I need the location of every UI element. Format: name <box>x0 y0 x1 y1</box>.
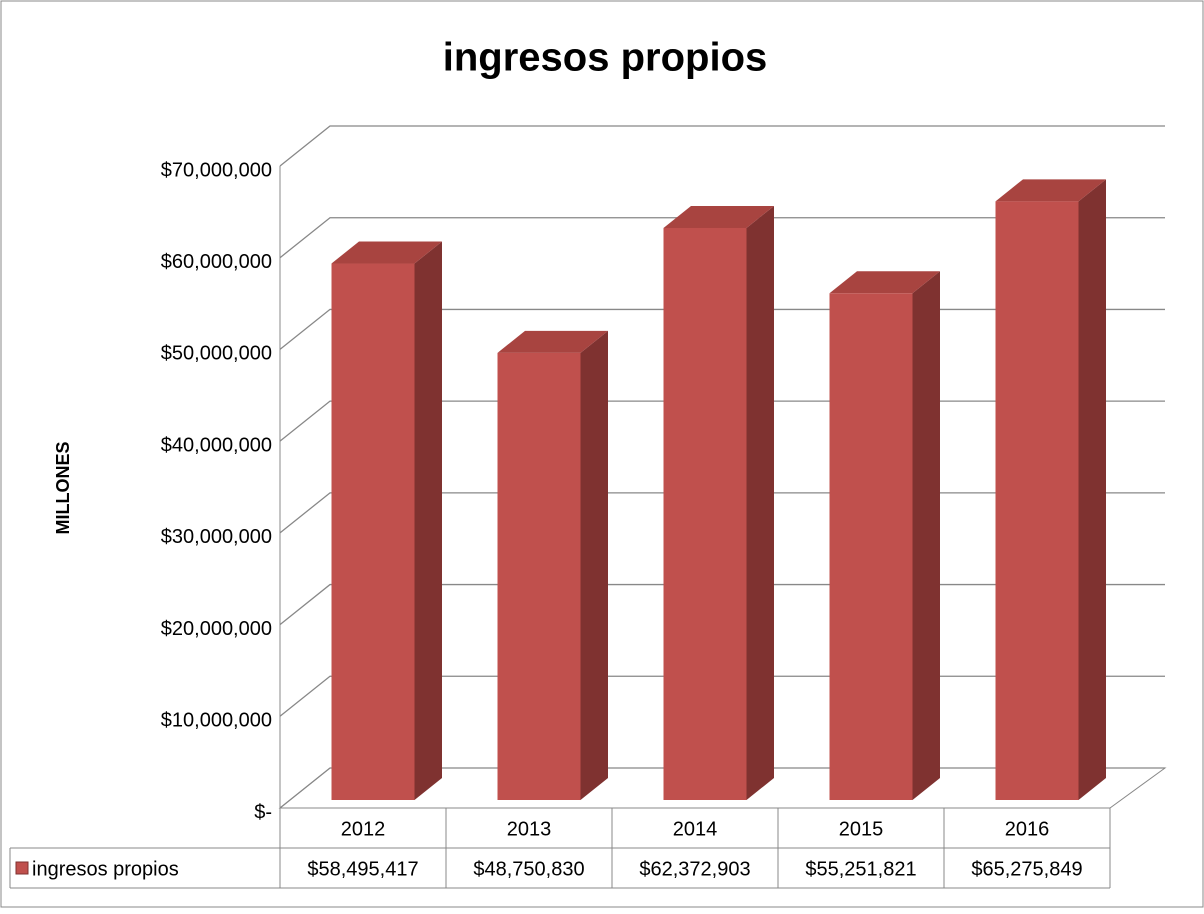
bar-top <box>995 179 1106 202</box>
y-tick-label: $60,000,000 <box>161 251 272 273</box>
y-tick-label: $- <box>254 801 272 823</box>
grid-line <box>279 217 1165 259</box>
table-value: $55,251,821 <box>805 858 916 880</box>
bar-side <box>580 330 608 800</box>
x-tick-label: 2013 <box>507 818 552 840</box>
y-tick-label: $40,000,000 <box>161 434 272 456</box>
bar <box>331 263 415 801</box>
bar-side <box>414 241 442 801</box>
bar <box>829 293 913 800</box>
bar-side <box>1078 179 1106 800</box>
bar-top <box>497 330 608 353</box>
bar-top <box>829 271 940 294</box>
y-axis-title: MILLONES <box>53 442 73 535</box>
y-tick-label: $70,000,000 <box>161 159 272 181</box>
x-tick-label: 2016 <box>1005 818 1050 840</box>
table-value: $62,372,903 <box>639 858 750 880</box>
x-tick-label: 2015 <box>839 818 884 840</box>
x-tick-label: 2014 <box>673 818 718 840</box>
grid-line <box>279 125 1165 167</box>
x-tick-label: 2012 <box>341 818 386 840</box>
legend-label: ingresos propios <box>32 858 179 880</box>
table-value: $65,275,849 <box>971 858 1082 880</box>
bar-top <box>331 241 442 264</box>
legend-marker <box>15 861 29 875</box>
y-tick-label: $20,000,000 <box>161 618 272 640</box>
bar-top <box>663 205 774 228</box>
y-tick-label: $30,000,000 <box>161 526 272 548</box>
bar-side <box>912 271 940 801</box>
table-value: $48,750,830 <box>473 858 584 880</box>
table-value: $58,495,417 <box>307 858 418 880</box>
chart-title: ingresos propios <box>443 36 768 80</box>
y-tick-label: $50,000,000 <box>161 343 272 365</box>
y-tick-label: $10,000,000 <box>161 710 272 732</box>
bar <box>497 352 581 800</box>
bar <box>663 227 747 801</box>
bar-side <box>746 205 774 801</box>
bar <box>995 201 1079 800</box>
